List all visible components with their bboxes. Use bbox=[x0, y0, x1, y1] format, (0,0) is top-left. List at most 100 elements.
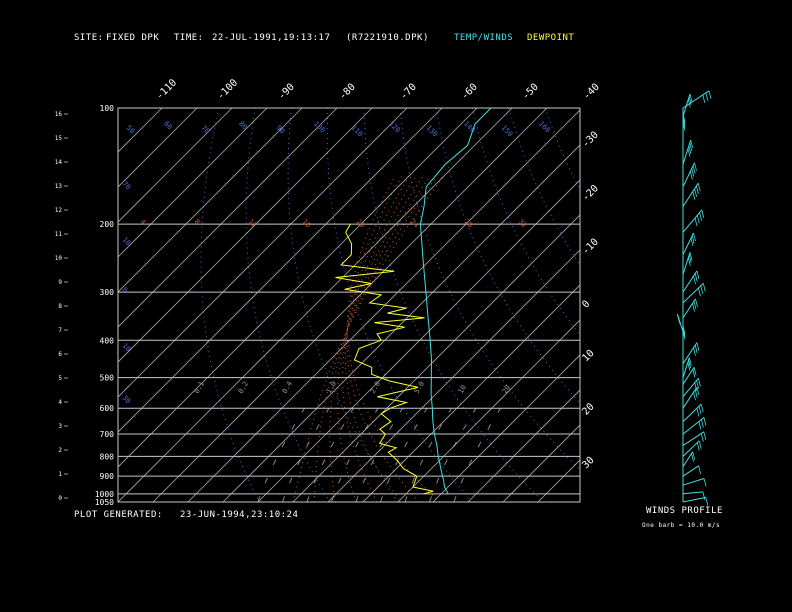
wind-barb-flag bbox=[696, 442, 700, 451]
dry-adiabat-left-label: 70 bbox=[121, 180, 133, 192]
wind-barb bbox=[682, 496, 706, 503]
height-tick-label: 10 bbox=[55, 255, 63, 262]
wind-barb-flag bbox=[688, 357, 692, 366]
mixing-ratio-label: 28 bbox=[463, 218, 475, 230]
isotherm bbox=[118, 108, 233, 223]
wind-barb bbox=[682, 367, 695, 385]
isotherm bbox=[292, 214, 580, 502]
height-tick-label: 6 bbox=[58, 351, 62, 358]
wind-barb-flag bbox=[693, 347, 696, 356]
height-tick-label: 7 bbox=[58, 327, 62, 334]
wind-barb-flag bbox=[694, 217, 698, 227]
dry-adiabat bbox=[472, 108, 580, 336]
moisture-label: 2.0 bbox=[369, 380, 382, 395]
wind-barb-flag bbox=[691, 453, 694, 462]
wind-barb-flag bbox=[702, 94, 706, 103]
mixing-ratio-label: 16 bbox=[301, 218, 313, 230]
pressure-label: 500 bbox=[100, 374, 115, 383]
wind-barb bbox=[682, 298, 696, 319]
dry-adiabat-label: 160 bbox=[537, 120, 552, 135]
wind-barb bbox=[682, 451, 694, 467]
wind-barb-flag bbox=[682, 328, 686, 337]
wind-barb-flag bbox=[692, 191, 696, 200]
dry-adiabat-label: 110 bbox=[350, 124, 365, 139]
pressure-label: 200 bbox=[100, 220, 115, 229]
wind-barb-flag bbox=[708, 90, 712, 99]
moisture-label: 10 bbox=[457, 384, 468, 395]
pressure-label: 600 bbox=[100, 404, 115, 413]
isotherm bbox=[397, 319, 580, 502]
height-tick-label: 12 bbox=[55, 207, 63, 214]
dry-adiabat-label: 50 bbox=[125, 124, 137, 136]
right-temp-label: 10 bbox=[580, 348, 596, 364]
wind-barb-flag bbox=[682, 119, 686, 128]
wind-barb-flag bbox=[700, 404, 704, 413]
wind-barb-flag bbox=[703, 417, 707, 426]
mixing-ratio-line bbox=[282, 407, 330, 502]
wind-barb bbox=[682, 386, 698, 409]
dry-adiabat-label: 120 bbox=[387, 120, 402, 135]
wind-barb-flag bbox=[690, 139, 694, 149]
height-tick-label: 5 bbox=[58, 375, 62, 382]
dry-adiabat-label: 70 bbox=[200, 124, 212, 136]
wind-barb-flag bbox=[702, 491, 706, 500]
wind-barb-flag bbox=[701, 419, 704, 428]
mixing-ratio-line bbox=[429, 407, 477, 502]
wind-barb bbox=[682, 342, 698, 364]
wind-barb-flag bbox=[701, 209, 705, 218]
wind-barb-flag bbox=[694, 273, 698, 282]
isotherm bbox=[118, 108, 268, 258]
grid-layer bbox=[117, 107, 792, 503]
wind-barb-flag bbox=[693, 275, 696, 285]
isotherm bbox=[222, 144, 580, 502]
isotherm bbox=[327, 249, 580, 502]
wind-barb-flag bbox=[696, 185, 699, 195]
mixing-ratio-label: 24 bbox=[409, 218, 421, 230]
top-temp-label: -90 bbox=[276, 82, 297, 103]
wind-barb-flag bbox=[696, 408, 700, 417]
pressure-label: 700 bbox=[100, 430, 115, 439]
dry-adiabat-label: 130 bbox=[425, 124, 440, 139]
isotherm bbox=[118, 108, 443, 433]
wind-barb-flag bbox=[703, 478, 707, 487]
height-tick-label: 11 bbox=[55, 231, 63, 238]
top-temp-label: -70 bbox=[398, 82, 419, 103]
wind-barb bbox=[682, 491, 703, 495]
wind-barb-flag bbox=[688, 254, 692, 263]
isotherm bbox=[118, 108, 478, 468]
dry-adiabat bbox=[363, 108, 544, 502]
wind-barb bbox=[682, 403, 702, 422]
pressure-label: 900 bbox=[100, 472, 115, 481]
wind-barb bbox=[682, 270, 698, 293]
mixing-ratio-line bbox=[306, 407, 354, 502]
dry-adiabat bbox=[399, 108, 580, 471]
wind-barb-flag bbox=[682, 116, 686, 125]
moisture-label: 0.4 bbox=[281, 380, 294, 395]
wind-barb-flag bbox=[702, 283, 706, 292]
wind-barb bbox=[682, 283, 704, 304]
isotherm bbox=[467, 389, 580, 502]
temperature-line bbox=[419, 107, 492, 495]
dry-adiabat-label: 100 bbox=[312, 120, 327, 135]
wind-barb bbox=[682, 357, 690, 378]
wind-barb-flag bbox=[688, 360, 691, 369]
wind-barb-flag bbox=[696, 270, 700, 279]
dry-adiabat bbox=[617, 108, 792, 502]
dry-adiabat bbox=[508, 108, 580, 266]
winds-profile-title: WINDS PROFILE bbox=[646, 506, 723, 516]
wind-barb-flag bbox=[690, 171, 693, 180]
moisture-label: 1.0 bbox=[325, 380, 338, 395]
wind-barb bbox=[682, 465, 699, 477]
height-tick-label: 15 bbox=[55, 135, 63, 142]
right-temp-label: 30 bbox=[580, 455, 596, 471]
wind-barb bbox=[682, 162, 695, 188]
dry-adiabat bbox=[200, 108, 260, 502]
wind-barb bbox=[682, 182, 699, 207]
height-tick-label: 1 bbox=[58, 471, 62, 478]
right-temp-label: -10 bbox=[580, 237, 601, 258]
wind-barb bbox=[682, 139, 692, 165]
height-tick-label: 0 bbox=[58, 495, 62, 502]
series-layer bbox=[335, 107, 492, 495]
wind-barb-flag bbox=[688, 145, 692, 154]
